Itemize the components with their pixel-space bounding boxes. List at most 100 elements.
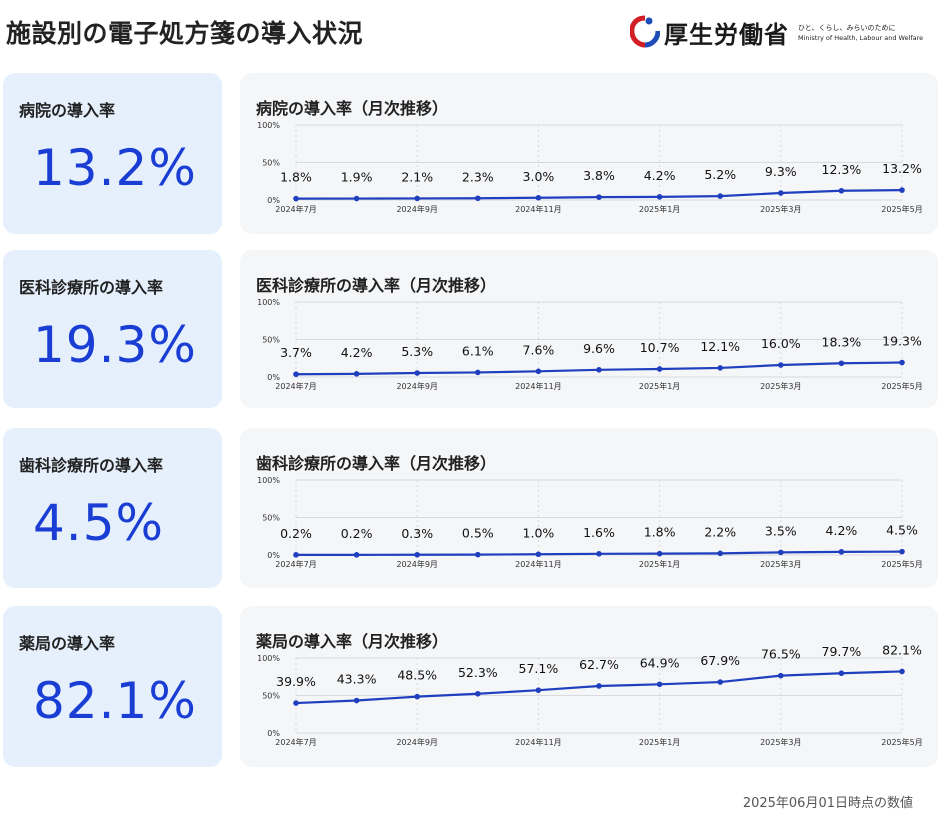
data-label: 0.2% [280, 526, 312, 541]
kpi-value: 13.2% [33, 139, 197, 197]
data-point [596, 551, 602, 557]
x-tick-label: 2024年9月 [396, 204, 437, 214]
data-label: 9.3% [765, 164, 797, 179]
chart-panel-dental-clinic: 歯科診療所の導入率（月次推移） 0% 50% 100% 2024年7月 2024年9月 2… [240, 428, 938, 588]
data-point [717, 679, 723, 685]
y-tick-label: 0% [267, 729, 280, 738]
data-point [778, 672, 784, 679]
chart-panel-medical-clinic: 医科診療所の導入率（月次推移） 0% 50% 100% 2024年7月 2024年9月 2… [240, 250, 938, 408]
kpi-value: 19.3% [33, 316, 197, 374]
data-label: 3.8% [583, 168, 615, 183]
data-label: 10.7% [640, 340, 680, 355]
x-tick-label: 2024年11月 [515, 381, 562, 391]
data-label: 3.7% [280, 345, 312, 360]
y-tick-label: 100% [257, 476, 280, 485]
data-label: 52.3% [458, 665, 498, 680]
line-chart-dental-clinic: 0% 50% 100% 2024年7月 2024年9月 2024年11月 2025年1月 20… [257, 476, 923, 569]
data-label: 57.1% [519, 661, 559, 676]
data-point [414, 693, 420, 700]
logo-tagline: ひと、くらし、みらいのために [798, 24, 896, 32]
data-label: 4.2% [826, 523, 858, 538]
x-tick-label: 2024年9月 [396, 737, 437, 747]
data-point [838, 360, 845, 367]
x-tick-label: 2025年1月 [639, 559, 680, 569]
data-point [717, 193, 723, 199]
data-point [717, 550, 723, 557]
data-label: 39.9% [276, 674, 316, 689]
chart-title: 医科診療所の導入率（月次推移） [256, 276, 497, 295]
data-label: 5.2% [704, 167, 736, 182]
data-point [596, 683, 602, 689]
y-tick-label: 50% [262, 692, 280, 701]
data-point [414, 195, 420, 202]
x-tick-label: 2024年11月 [515, 559, 562, 569]
chart-title: 病院の導入率（月次推移） [256, 99, 449, 118]
x-tick-label: 2024年9月 [396, 559, 437, 569]
ministry-logo: 厚生労働省 ひと、くらし、みらいのために Ministry of Health,… [630, 14, 940, 50]
x-tick-label: 2025年5月 [881, 381, 922, 391]
logo-name: 厚生労働省 [664, 21, 789, 49]
data-as-of-note: 2025年06月01日時点の数値 [742, 796, 913, 811]
y-tick-label: 50% [262, 336, 280, 345]
kpi-value: 82.1% [33, 672, 197, 730]
data-point [717, 365, 723, 371]
data-point [414, 551, 420, 558]
y-tick-label: 100% [257, 121, 280, 130]
data-point [838, 670, 845, 677]
data-label: 67.9% [700, 653, 740, 668]
x-tick-label: 2025年1月 [639, 381, 680, 391]
y-tick-label: 50% [262, 514, 280, 523]
y-tick-label: 100% [257, 654, 280, 663]
y-tick-label: 50% [262, 159, 280, 168]
data-label: 64.9% [640, 655, 680, 670]
x-tick-label: 2024年7月 [275, 737, 316, 747]
data-point [899, 548, 905, 555]
line-chart-medical-clinic: 0% 50% 100% 2024年7月 2024年9月 2024年11月 2025年1月 20… [257, 298, 923, 391]
logo-english-name: Ministry of Health, Labour and Welfare [798, 34, 924, 42]
data-point [414, 370, 420, 376]
chart-panel-hospital: 病院の導入率（月次推移） 0% 50% 100% 2024年7月 2024年9月 2024… [240, 73, 938, 234]
data-label: 4.5% [886, 523, 918, 538]
data-point [778, 190, 784, 196]
data-point [899, 668, 905, 675]
data-label: 1.8% [280, 170, 312, 185]
y-tick-label: 0% [267, 373, 280, 382]
kpi-label: 病院の導入率 [19, 101, 116, 120]
kpi-label: 歯科診療所の導入率 [19, 456, 164, 475]
data-point [293, 371, 299, 378]
data-point [475, 551, 481, 558]
data-label: 2.1% [401, 169, 433, 184]
data-point [778, 549, 784, 556]
data-label: 0.3% [401, 526, 433, 541]
data-label: 12.3% [822, 162, 862, 177]
data-point [778, 362, 784, 368]
chart-title: 歯科診療所の導入率（月次推移） [256, 454, 497, 473]
data-label: 4.2% [644, 168, 676, 183]
data-point [353, 371, 360, 377]
data-point [899, 359, 905, 366]
data-label: 76.5% [761, 647, 801, 662]
data-point [535, 551, 542, 558]
data-point [475, 195, 481, 202]
kpi-value: 4.5% [33, 494, 165, 552]
data-label: 13.2% [882, 161, 922, 176]
data-point [293, 700, 299, 706]
kpi-card-medical-clinic: 医科診療所の導入率 19.3% [3, 250, 222, 408]
data-label: 3.0% [523, 169, 555, 184]
data-label: 2.3% [462, 169, 494, 184]
data-point [535, 194, 542, 201]
kpi-card-pharmacy: 薬局の導入率 82.1% [3, 606, 222, 767]
kpi-card-hospital: 病院の導入率 13.2% [3, 73, 222, 234]
data-label: 7.6% [523, 342, 555, 357]
x-tick-label: 2025年5月 [881, 559, 922, 569]
data-point [353, 552, 360, 558]
x-tick-label: 2024年7月 [275, 559, 316, 569]
line-chart-hospital: 0% 50% 100% 2024年7月 2024年9月 2024年11月 2025年1月 20… [257, 121, 923, 214]
x-tick-label: 2025年1月 [639, 737, 680, 747]
data-point [475, 690, 481, 697]
x-tick-label: 2025年3月 [760, 737, 801, 747]
data-label: 62.7% [579, 657, 619, 672]
kpi-label: 薬局の導入率 [19, 634, 116, 653]
data-label: 48.5% [397, 668, 437, 683]
data-point [293, 552, 299, 558]
